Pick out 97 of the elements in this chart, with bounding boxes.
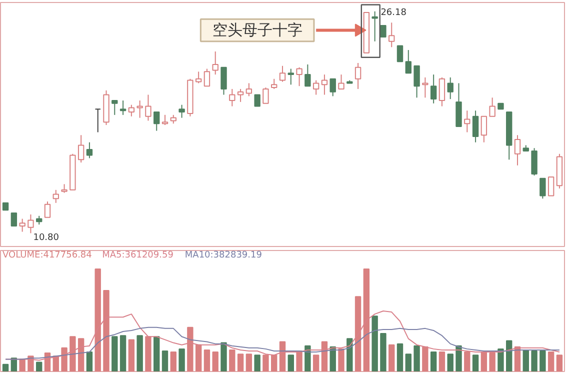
bar: [154, 336, 160, 372]
candlestick: [472, 110, 479, 143]
candlestick: [162, 114, 168, 126]
candlestick: [86, 142, 93, 159]
bar: [456, 345, 462, 372]
bar: [10, 358, 18, 372]
candlestick: [354, 62, 362, 90]
candlestick: [229, 88, 236, 107]
candlestick: [430, 74, 437, 104]
bar: [120, 335, 126, 372]
bar: [388, 344, 395, 372]
candlestick: [254, 94, 260, 107]
text: MA5:361209.59: [102, 250, 174, 260]
candlestick: [296, 66, 302, 87]
bar: [2, 364, 9, 372]
candlestick: [480, 116, 488, 143]
candlestick: [414, 65, 420, 98]
candlestick: [548, 176, 554, 196]
bar: [405, 354, 412, 372]
candlestick: [447, 76, 454, 100]
candlestick: [237, 88, 244, 102]
bar: [19, 358, 26, 372]
candlestick: [438, 76, 446, 107]
candlestick: [304, 64, 311, 87]
bar: [312, 354, 320, 372]
bar: [414, 345, 420, 372]
bar: [112, 336, 118, 372]
candlestick: [262, 87, 269, 104]
bar: [86, 352, 93, 372]
bar: [522, 349, 529, 372]
text: MA10:382839.19: [184, 250, 262, 260]
candlestick: [279, 65, 286, 82]
bar: [204, 349, 210, 372]
bar: [36, 362, 42, 372]
candlestick: [380, 25, 386, 38]
bar: [396, 343, 404, 372]
candlestick: [94, 108, 101, 133]
candlestick: [405, 50, 412, 74]
candlestick: [489, 97, 496, 117]
bar: [472, 354, 479, 372]
bar: [246, 354, 252, 372]
text: VOLUME:417756.84: [2, 250, 92, 260]
bar: [304, 345, 311, 372]
candlestick: [212, 50, 218, 76]
candlestick: [128, 104, 135, 117]
bar: [162, 350, 168, 372]
candlestick: [178, 104, 185, 118]
annotation: 26.18: [380, 8, 407, 18]
candlestick: [388, 22, 395, 48]
bar: [430, 352, 437, 372]
candlestick: [372, 10, 378, 42]
bar: [540, 350, 546, 372]
candlestick: [246, 82, 252, 97]
candlestick: [464, 110, 470, 133]
candlestick: [422, 76, 428, 98]
candlestick: [396, 45, 404, 62]
candlestick: [145, 94, 152, 122]
candlestick: [154, 112, 160, 132]
candlestick: [44, 200, 51, 218]
annotation: 空头母子十字: [212, 21, 302, 40]
bar: [128, 339, 135, 372]
candlestick: [531, 148, 538, 176]
bar: [237, 354, 244, 372]
candlestick: [220, 66, 227, 96]
candlestick: [52, 189, 59, 204]
candlestick: [330, 78, 336, 97]
candlestick: [195, 71, 202, 84]
bar: [170, 352, 176, 372]
bar: [498, 348, 504, 372]
candlestick: [338, 74, 344, 90]
bar: [556, 354, 563, 372]
candlestick: [312, 80, 320, 96]
candlestick: [28, 214, 34, 234]
bar: [372, 316, 378, 372]
bar: [212, 352, 218, 372]
bar: [346, 338, 353, 372]
candlestick: [10, 212, 18, 226]
bar: [288, 354, 294, 372]
bar: [380, 333, 386, 372]
candlestick: [514, 134, 521, 166]
bar: [254, 354, 260, 372]
candlestick: [271, 78, 278, 90]
candlestick: [19, 218, 26, 232]
candlestick: [288, 68, 294, 86]
bar: [136, 335, 143, 372]
candlestick: [120, 100, 126, 116]
bar: [447, 354, 454, 372]
bar: [531, 350, 538, 372]
bar: [506, 340, 512, 372]
candlestick: [204, 68, 210, 87]
candlestick: [540, 178, 546, 200]
bar: [178, 348, 185, 372]
candlestick: [78, 134, 84, 164]
annotation: 10.80: [33, 233, 60, 244]
candlestick: [112, 100, 118, 116]
bar: [220, 342, 227, 372]
candlestick: [321, 74, 328, 96]
